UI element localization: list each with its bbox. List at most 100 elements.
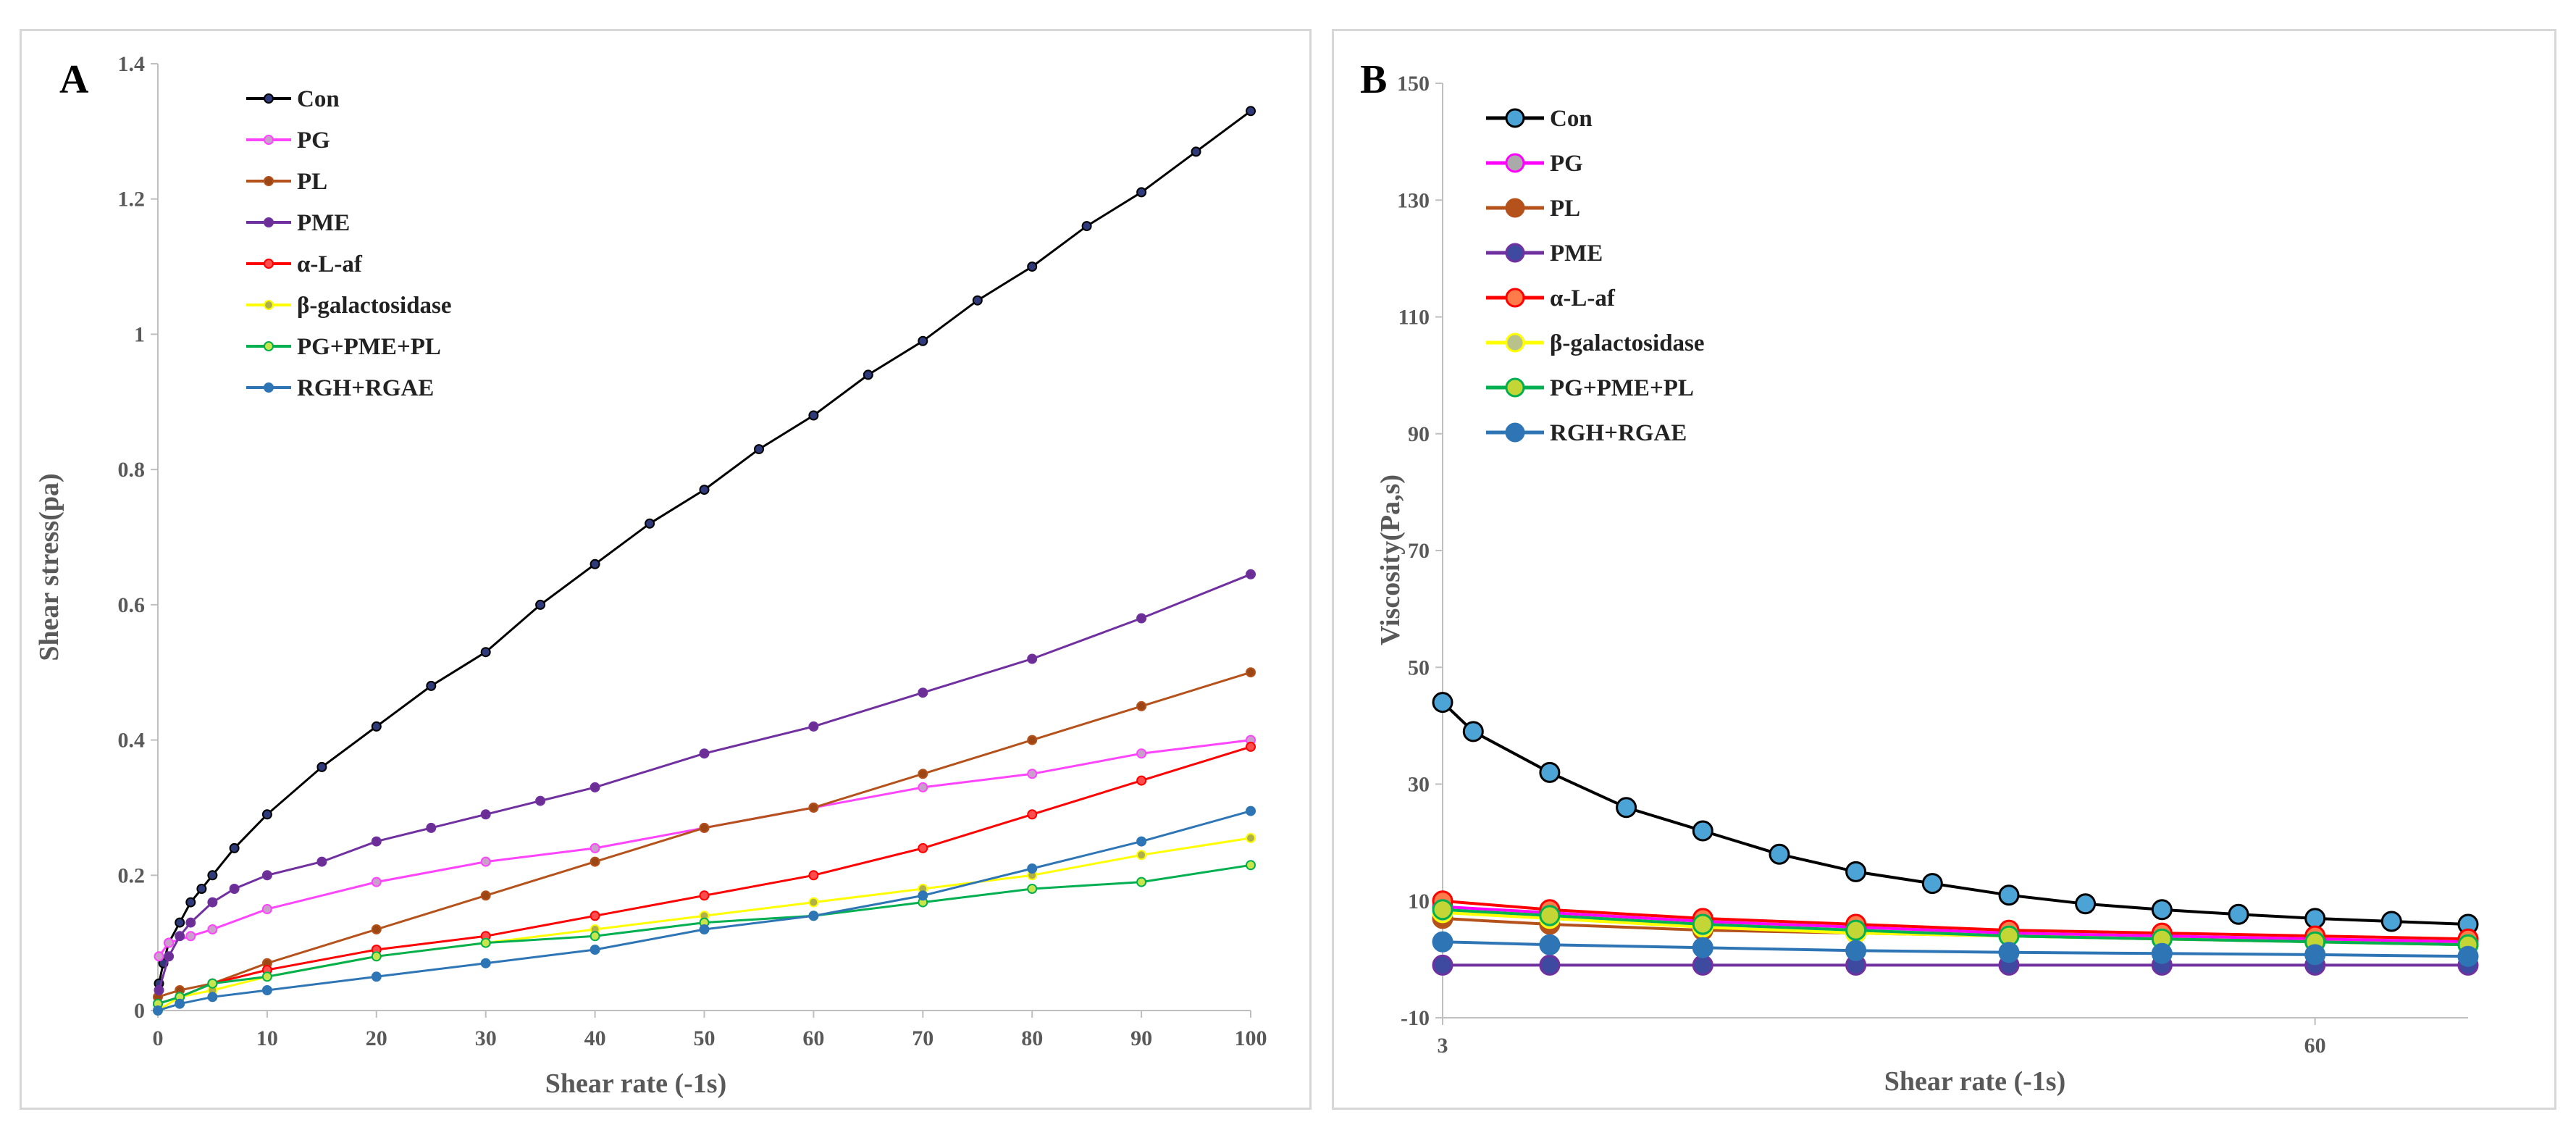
data-point [2304, 944, 2326, 966]
data-point [175, 931, 185, 942]
legend-swatch-marker [1505, 198, 1525, 218]
data-point [1136, 613, 1147, 624]
series-0 [1432, 692, 2479, 935]
y-tick-label: 70 [1408, 539, 1430, 563]
data-point [699, 748, 710, 759]
series-7 [1432, 931, 2479, 967]
legend-label: PL [297, 169, 327, 195]
y-tick-label: -10 [1401, 1006, 1430, 1030]
legend-entry: PME [246, 210, 350, 236]
data-point [1246, 667, 1256, 678]
data-point [918, 842, 928, 853]
x-tick-label: 30 [475, 1026, 497, 1050]
axes: 0 0.2 0.4 0.6 0.8 1 1.2 1.4 0 10 20 30 40 50 60 70 80 90 1… [118, 52, 1267, 1050]
series-line [1442, 899, 2469, 941]
data-point [590, 782, 600, 792]
data-point [185, 917, 196, 928]
panel-label: B [1360, 57, 1387, 102]
data-point [535, 795, 546, 806]
legend-entry: PME [1486, 240, 1603, 267]
data-point [1027, 262, 1038, 272]
x-tick-label: 100 [1235, 1026, 1267, 1050]
data-point [1539, 905, 1561, 926]
legend-label: Con [1550, 106, 1593, 132]
data-point [371, 876, 382, 887]
x-tick-label: 90 [1130, 1026, 1152, 1050]
data-point [918, 687, 928, 698]
y-tick-label: 0 [134, 999, 145, 1023]
data-point [316, 856, 327, 867]
data-point [590, 945, 600, 955]
data-point [699, 890, 710, 901]
data-point [371, 951, 382, 962]
data-point [154, 951, 164, 962]
data-point [1246, 106, 1256, 117]
data-point [808, 897, 819, 908]
legend-entry: PL [1486, 196, 1580, 222]
data-point [590, 911, 600, 921]
data-point [1921, 873, 1943, 895]
legend-entry: α-L-af [246, 251, 363, 277]
legend-entry: PG+PME+PL [1486, 375, 1694, 401]
legend-label: PG [297, 127, 330, 154]
legend-swatch-marker [1505, 332, 1525, 353]
data-point [2304, 908, 2326, 929]
y-tick-label: 90 [1408, 422, 1430, 446]
legend-swatch-marker [1505, 288, 1525, 308]
data-point [1432, 899, 1453, 921]
data-point [699, 924, 710, 934]
data-point [175, 917, 185, 928]
x-tick-label: 20 [366, 1026, 387, 1050]
data-point [426, 822, 437, 833]
chart-panel-a: A 0 0.2 0.4 0.6 0.8 1 1.2 1.4 0 10 20 30 40 50 60 70 80 9… [20, 29, 1312, 1110]
data-point [371, 924, 382, 934]
series-2 [153, 667, 1256, 1003]
data-point [918, 335, 928, 346]
legend-swatch-marker [264, 217, 274, 227]
data-point [808, 911, 819, 921]
data-point [1136, 876, 1147, 887]
data-point [1027, 735, 1038, 745]
data-point [1845, 919, 1867, 941]
x-tick-label: 40 [584, 1026, 606, 1050]
data-point [154, 985, 164, 995]
data-point [2151, 899, 2173, 921]
data-point [1432, 692, 1453, 714]
y-tick-label: 30 [1408, 773, 1430, 797]
data-point [645, 518, 655, 529]
axes: -10 10 30 50 70 90 110 130 150 3 60 [1397, 72, 2468, 1058]
y-tick-label: 0.2 [118, 863, 146, 887]
data-point [2228, 903, 2249, 925]
legend-swatch-marker [1505, 153, 1525, 173]
data-point [1136, 836, 1147, 847]
legend-label: PG [1550, 151, 1583, 177]
legend-label: PME [297, 210, 350, 236]
x-axis-title: Shear rate (-1s) [545, 1068, 726, 1099]
data-point [371, 836, 382, 847]
data-point [2457, 945, 2479, 967]
data-point [2380, 911, 2402, 932]
data-point [1539, 954, 1561, 976]
data-point [207, 870, 218, 881]
shear-stress-chart: A 0 0.2 0.4 0.6 0.8 1 1.2 1.4 0 10 20 30 40 50 60 70 80 9… [34, 52, 1267, 1099]
data-point [972, 295, 983, 306]
data-point [808, 802, 819, 813]
legend-swatch-marker [264, 93, 274, 104]
data-point [699, 822, 710, 833]
series-line [157, 671, 1251, 998]
data-point [1845, 940, 1867, 961]
data-point [1998, 884, 2020, 906]
legend-label: α-L-af [1550, 285, 1616, 311]
data-point [918, 890, 928, 901]
data-point [1136, 700, 1147, 711]
data-point [1136, 748, 1147, 759]
data-point [1998, 942, 2020, 963]
legend-label: PG+PME+PL [1550, 375, 1694, 401]
legend: Con PG PL PME α-L-af β-galactosidase PG+PME+PL… [1486, 106, 1705, 446]
x-tick-label: 50 [694, 1026, 716, 1050]
data-point [1027, 769, 1038, 779]
data-point [207, 978, 218, 989]
data-point [371, 721, 382, 732]
series-line [1442, 905, 2469, 944]
data-point [185, 931, 196, 942]
